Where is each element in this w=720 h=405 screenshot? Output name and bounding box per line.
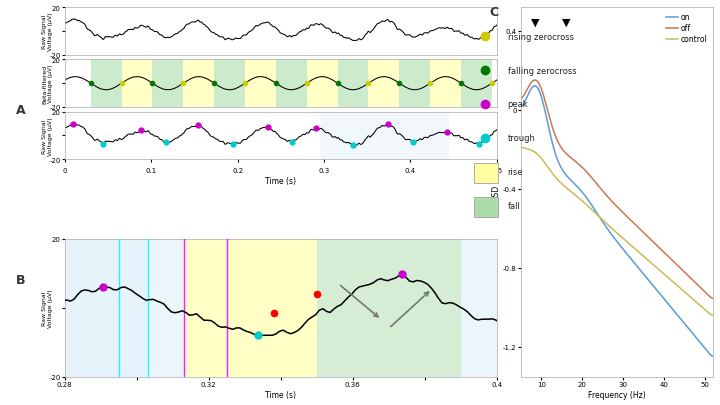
Bar bbox=[276, 60, 307, 108]
Bar bbox=[65, 239, 119, 377]
off bbox=[704, 293, 713, 298]
off bbox=[609, 201, 618, 206]
on bbox=[621, 249, 629, 254]
off bbox=[621, 213, 629, 217]
Text: fall: fall bbox=[508, 201, 521, 210]
on bbox=[631, 262, 640, 267]
Bar bbox=[184, 60, 214, 108]
Text: C: C bbox=[490, 6, 499, 19]
Text: ▼: ▼ bbox=[531, 18, 539, 28]
Line: control: control bbox=[521, 148, 713, 315]
Bar bbox=[245, 60, 276, 108]
Y-axis label: Raw Signal
Voltage (μV): Raw Signal Voltage (μV) bbox=[42, 289, 53, 327]
on bbox=[674, 314, 683, 319]
control bbox=[608, 226, 616, 231]
control bbox=[631, 247, 639, 252]
Bar bbox=[307, 60, 338, 108]
Bar bbox=[153, 60, 184, 108]
control bbox=[516, 145, 525, 150]
Bar bbox=[369, 60, 400, 108]
Bar bbox=[119, 239, 148, 377]
Line: off: off bbox=[521, 81, 713, 298]
Bar bbox=[400, 60, 430, 108]
Y-axis label: Raw Signal
Voltage (μV): Raw Signal Voltage (μV) bbox=[42, 13, 53, 51]
control bbox=[704, 310, 713, 315]
control bbox=[708, 313, 717, 318]
Bar bbox=[184, 239, 317, 377]
on bbox=[531, 84, 539, 89]
Bar bbox=[91, 60, 122, 108]
off bbox=[516, 96, 525, 101]
Y-axis label: Beta-filtered
Voltage (μV): Beta-filtered Voltage (μV) bbox=[42, 64, 53, 104]
Text: A: A bbox=[16, 103, 25, 116]
Text: falling zerocross: falling zerocross bbox=[508, 66, 576, 75]
on bbox=[704, 350, 713, 355]
Y-axis label: PSD: PSD bbox=[491, 185, 500, 200]
Bar bbox=[122, 60, 153, 108]
X-axis label: Time (s): Time (s) bbox=[265, 176, 297, 185]
Text: trough: trough bbox=[508, 134, 536, 143]
Bar bbox=[430, 60, 461, 108]
Bar bbox=[338, 60, 369, 108]
Legend: on, off, control: on, off, control bbox=[665, 12, 709, 46]
control bbox=[609, 228, 618, 232]
Bar bbox=[474, 164, 498, 183]
on bbox=[708, 354, 717, 359]
on bbox=[516, 105, 525, 110]
off bbox=[708, 296, 717, 301]
on bbox=[608, 234, 617, 239]
Text: rising zerocross: rising zerocross bbox=[508, 33, 574, 42]
on bbox=[609, 235, 618, 240]
X-axis label: Time (s): Time (s) bbox=[265, 390, 297, 399]
Text: B: B bbox=[16, 273, 25, 286]
Y-axis label: Raw Signal
Voltage (μV): Raw Signal Voltage (μV) bbox=[42, 117, 53, 156]
Bar bbox=[461, 239, 504, 377]
X-axis label: Frequency (Hz): Frequency (Hz) bbox=[588, 390, 646, 399]
off bbox=[631, 223, 640, 228]
control bbox=[674, 284, 683, 289]
Line: on: on bbox=[521, 87, 713, 356]
Bar bbox=[148, 239, 184, 377]
Bar bbox=[317, 239, 461, 377]
off bbox=[531, 78, 539, 83]
Text: peak: peak bbox=[508, 100, 528, 109]
control bbox=[621, 238, 629, 243]
Bar bbox=[214, 60, 245, 108]
off bbox=[674, 264, 683, 269]
Bar bbox=[461, 60, 492, 108]
Text: ▼: ▼ bbox=[562, 18, 570, 28]
off bbox=[608, 200, 617, 205]
Bar bbox=[320, 113, 449, 160]
Bar bbox=[474, 198, 498, 217]
Text: rise: rise bbox=[508, 168, 523, 177]
